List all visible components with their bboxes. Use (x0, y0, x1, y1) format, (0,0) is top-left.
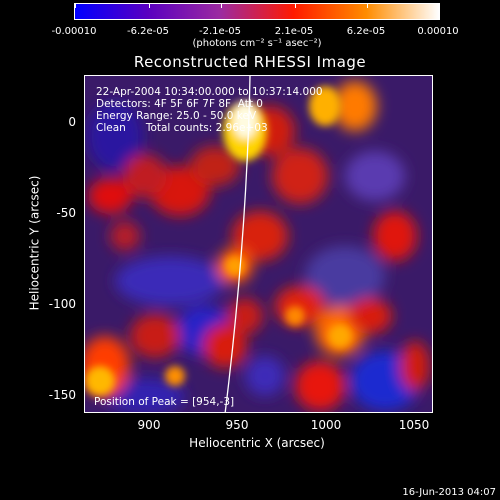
colorbar-tick (439, 4, 440, 8)
plot-title: Reconstructed RHESSI Image (133, 53, 367, 71)
rhessi-image-plot[interactable]: 22-Apr-2004 10:34:00.000 to 10:37:14.000… (84, 75, 433, 413)
emission-peaks (85, 86, 352, 396)
y-tick-label: -100 (48, 297, 76, 311)
colorbar-tick (221, 4, 222, 8)
timestamp: 16-Jun-2013 04:07 (402, 487, 496, 498)
y-tick-label: 0 (68, 115, 76, 129)
colorbar-tick (295, 4, 296, 8)
y-tick-label: -150 (48, 388, 76, 402)
solar-limb-line (224, 76, 251, 412)
colorbar-label: 0.00010 (417, 26, 459, 37)
info-time-range: 22-Apr-2004 10:34:00.000 to 10:37:14.000 (96, 86, 323, 98)
x-tick-label: 900 (137, 418, 161, 432)
colorbar-tick (367, 4, 368, 8)
colorbar-label: -6.2e-05 (127, 26, 169, 37)
colorbar-label: -2.1e-05 (199, 26, 241, 37)
colorbar-label: 6.2e-05 (346, 26, 386, 37)
colorbar (74, 3, 440, 20)
colorbar-label: -0.00010 (51, 26, 97, 37)
info-detectors: Detectors: 4F 5F 6F 7F 8F Att 0 (96, 98, 263, 110)
info-counts: Clean Total counts: 2.96e+03 (96, 122, 268, 134)
y-tick-label: -50 (56, 206, 76, 220)
x-tick-label: 950 (225, 418, 249, 432)
colorbar-units: (photons cm⁻² s⁻¹ asec⁻²) (192, 38, 322, 49)
y-axis-label: Heliocentric Y (arcsec) (27, 175, 42, 311)
x-tick-label: 1050 (398, 418, 430, 432)
info-energy-range: Energy Range: 25.0 - 50.0 keV (96, 110, 257, 122)
peak-position: Position of Peak = [954,-3] (94, 396, 235, 408)
image-canvas (85, 76, 432, 412)
x-tick-label: 1000 (310, 418, 342, 432)
colorbar-tick (149, 4, 150, 8)
x-axis-label: Heliocentric X (arcsec) (189, 436, 325, 450)
colorbar-tick (75, 4, 76, 8)
colorbar-label: 2.1e-05 (274, 26, 314, 37)
